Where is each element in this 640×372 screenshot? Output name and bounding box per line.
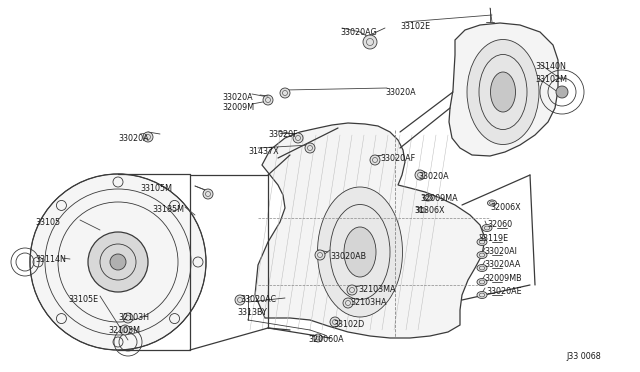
Ellipse shape xyxy=(424,195,433,201)
Text: 33020F: 33020F xyxy=(268,130,298,139)
Circle shape xyxy=(347,285,357,295)
Text: 33102D: 33102D xyxy=(333,320,364,329)
Circle shape xyxy=(110,254,126,270)
Ellipse shape xyxy=(477,264,487,272)
Circle shape xyxy=(120,325,130,335)
Circle shape xyxy=(343,298,353,308)
Ellipse shape xyxy=(488,200,497,206)
Text: 33119E: 33119E xyxy=(478,234,508,243)
Text: 31437X: 31437X xyxy=(248,147,278,156)
Ellipse shape xyxy=(344,227,376,277)
Ellipse shape xyxy=(477,251,487,259)
Ellipse shape xyxy=(317,187,403,317)
Text: 32103H: 32103H xyxy=(118,313,149,322)
Text: 33020AB: 33020AB xyxy=(330,252,366,261)
Circle shape xyxy=(556,86,568,98)
Text: 32006X: 32006X xyxy=(490,203,520,212)
Text: 33020AC: 33020AC xyxy=(240,295,276,304)
Text: 33020AA: 33020AA xyxy=(484,260,520,269)
Text: 33105E: 33105E xyxy=(68,295,98,304)
Text: 33102E: 33102E xyxy=(400,22,430,31)
Circle shape xyxy=(315,250,325,260)
Text: 32009MB: 32009MB xyxy=(484,274,522,283)
Circle shape xyxy=(143,132,153,142)
Circle shape xyxy=(330,317,340,327)
Circle shape xyxy=(235,295,245,305)
Ellipse shape xyxy=(477,279,487,285)
Text: 33140N: 33140N xyxy=(535,62,566,71)
Circle shape xyxy=(305,143,315,153)
Ellipse shape xyxy=(467,39,539,144)
Polygon shape xyxy=(255,123,485,338)
Circle shape xyxy=(123,313,133,323)
Text: 33020AE: 33020AE xyxy=(486,287,522,296)
Text: 32103HA: 32103HA xyxy=(350,298,387,307)
Text: 32009M: 32009M xyxy=(222,103,254,112)
Text: 320060A: 320060A xyxy=(308,335,344,344)
Text: J33 0068: J33 0068 xyxy=(566,352,601,361)
Text: 32060: 32060 xyxy=(487,220,512,229)
Text: 33020AG: 33020AG xyxy=(340,28,377,37)
Polygon shape xyxy=(449,23,558,156)
Circle shape xyxy=(30,174,206,350)
Text: 33020A: 33020A xyxy=(222,93,253,102)
Text: 3313BY: 3313BY xyxy=(237,308,267,317)
Text: 33185M: 33185M xyxy=(152,205,184,214)
Circle shape xyxy=(314,334,322,342)
Circle shape xyxy=(370,155,380,165)
Circle shape xyxy=(293,133,303,143)
Ellipse shape xyxy=(482,224,492,231)
Ellipse shape xyxy=(477,238,487,246)
Text: 32103MA: 32103MA xyxy=(358,285,396,294)
Circle shape xyxy=(203,189,213,199)
Text: 33020AI: 33020AI xyxy=(484,247,517,256)
Circle shape xyxy=(415,170,425,180)
Ellipse shape xyxy=(490,72,515,112)
Text: 33020A: 33020A xyxy=(118,134,148,143)
Text: 31306X: 31306X xyxy=(414,206,445,215)
Text: 32103M: 32103M xyxy=(108,326,140,335)
Circle shape xyxy=(280,88,290,98)
Text: 33102M: 33102M xyxy=(535,75,567,84)
Text: 33020A: 33020A xyxy=(418,172,449,181)
Text: 33105: 33105 xyxy=(35,218,60,227)
Ellipse shape xyxy=(477,292,487,298)
Text: 32009MA: 32009MA xyxy=(420,194,458,203)
Circle shape xyxy=(263,95,273,105)
Circle shape xyxy=(363,35,377,49)
Text: 33020AF: 33020AF xyxy=(380,154,415,163)
Text: 33020A: 33020A xyxy=(385,88,415,97)
Text: 33105M: 33105M xyxy=(140,184,172,193)
Text: 33114N: 33114N xyxy=(35,255,66,264)
Circle shape xyxy=(88,232,148,292)
Ellipse shape xyxy=(418,208,426,212)
